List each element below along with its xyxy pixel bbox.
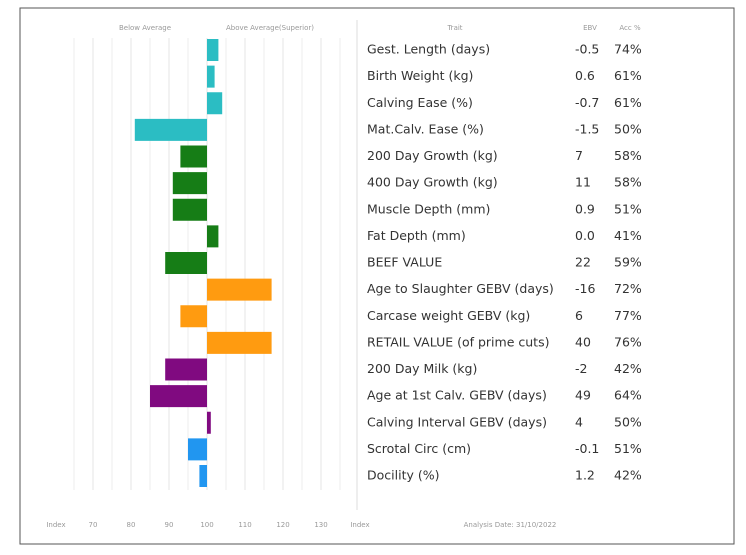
acc-value: 64% [614,388,642,403]
acc-value: 61% [614,95,642,110]
ebv-value: -0.1 [575,441,599,456]
trait-label: Muscle Depth (mm) [367,201,490,216]
ebv-value: 40 [575,334,591,349]
bar [207,225,219,248]
trait-label: RETAIL VALUE (of prime cuts) [367,334,549,349]
ebv-value: -2 [575,361,587,376]
trait-label: Carcase weight GEBV (kg) [367,308,530,323]
trait-label: Scrotal Circ (cm) [367,441,471,456]
x-tick-label: 110 [238,521,251,529]
acc-header: Acc % [619,24,641,32]
trait-label: Mat.Calv. Ease (%) [367,121,484,136]
bar [172,172,207,195]
axis-right-label: Index [350,521,369,529]
acc-value: 61% [614,68,642,83]
below-label: Below Average [119,24,171,32]
ebv-value: 1.2 [575,468,595,483]
trait-header: Trait [446,24,462,32]
bar [180,145,207,168]
axis-left-label: Index [46,521,65,529]
acc-value: 51% [614,441,642,456]
trait-label: Calving Interval GEBV (days) [367,414,547,429]
bar [199,465,207,487]
x-tick-label: 90 [165,521,174,529]
trait-label: Calving Ease (%) [367,95,473,110]
ebv-value: 6 [575,308,583,323]
x-tick-label: 100 [200,521,213,529]
acc-value: 41% [614,228,642,243]
x-tick-label: 120 [276,521,289,529]
above-label: Above Average(Superior) [226,24,314,32]
ebv-value: 0.6 [575,68,595,83]
trait-label: Age to Slaughter GEBV (days) [367,281,554,296]
bar [165,358,207,381]
ebv-value: -16 [575,281,595,296]
frame [19,7,735,545]
x-tick-label: 80 [127,521,136,529]
bar [207,92,223,115]
trait-label: Gest. Length (days) [367,42,490,57]
bar [150,385,207,408]
acc-value: 59% [614,255,642,270]
acc-value: 74% [614,42,642,57]
acc-value: 76% [614,334,642,349]
bar [165,252,207,274]
acc-value: 50% [614,414,642,429]
bar [134,118,207,141]
footer: Analysis Date: 31/10/2022 [464,521,557,529]
ebv-value: 11 [575,175,591,190]
trait-label: 200 Day Growth (kg) [367,148,498,163]
bar [207,411,211,434]
ebv-value: 0.0 [575,228,595,243]
acc-value: 50% [614,121,642,136]
x-tick-label: 70 [89,521,98,529]
ebv-value: 22 [575,255,591,270]
ebv-value: 4 [575,414,583,429]
trait-label: Age at 1st Calv. GEBV (days) [367,388,547,403]
trait-label: 400 Day Growth (kg) [367,175,498,190]
acc-value: 42% [614,361,642,376]
ebv-value: 0.9 [575,201,595,216]
acc-value: 72% [614,281,642,296]
ebv-value: 7 [575,148,583,163]
bar [207,331,272,354]
bar [207,65,215,88]
x-tick-label: 130 [314,521,327,529]
acc-value: 58% [614,148,642,163]
trait-label: 200 Day Milk (kg) [367,361,477,376]
trait-label: Birth Weight (kg) [367,68,473,83]
acc-value: 58% [614,175,642,190]
trait-label: Docility (%) [367,468,439,483]
ebv-value: -0.5 [575,42,599,57]
bar [188,438,207,461]
acc-value: 42% [614,468,642,483]
ebv-value: -1.5 [575,121,599,136]
bar [180,305,207,328]
bar [207,39,219,61]
ebv-value: -0.7 [575,95,599,110]
ebv-header: EBV [583,24,597,32]
bar [172,198,207,221]
acc-value: 51% [614,201,642,216]
trait-label: Fat Depth (mm) [367,228,466,243]
bar [207,278,272,301]
ebv-value: 49 [575,388,591,403]
trait-label: BEEF VALUE [367,255,442,270]
acc-value: 77% [614,308,642,323]
